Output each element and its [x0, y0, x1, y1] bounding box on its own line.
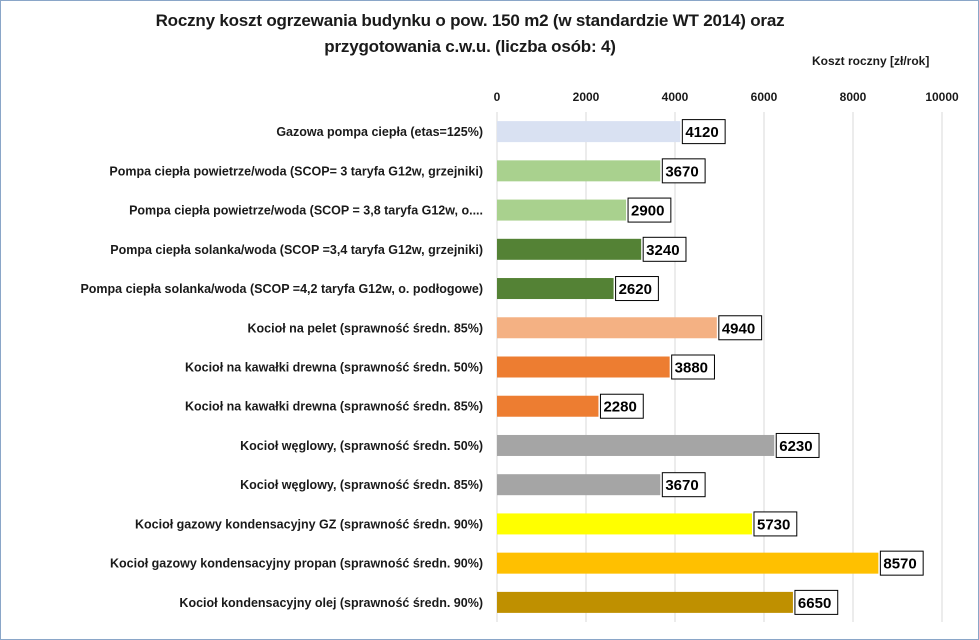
data-label-box	[879, 550, 924, 576]
bar	[497, 552, 879, 574]
bar	[497, 238, 642, 260]
data-label-box	[661, 158, 706, 184]
category-label: Kocioł węglowy, (sprawność średn. 85%)	[240, 478, 483, 492]
bar	[497, 317, 717, 339]
x-tick-label: 4000	[662, 90, 689, 104]
chart-title-line-2: przygotowania c.w.u. (liczba osób: 4)	[324, 37, 616, 56]
category-label: Kocioł na kawałki drewna (sprawność śred…	[185, 361, 483, 375]
data-label-box	[661, 472, 706, 498]
chart-title: Roczny koszt ogrzewania budynku o pow. 1…	[40, 8, 900, 60]
x-tick-label: 8000	[840, 90, 867, 104]
category-label: Kocioł gazowy kondensacyjny propan (spra…	[110, 557, 483, 571]
data-label: 6650	[798, 595, 831, 612]
data-label-box	[753, 511, 798, 537]
data-label-box	[681, 119, 726, 145]
data-label-box	[794, 589, 839, 615]
data-label-box	[642, 236, 687, 262]
bar	[497, 278, 614, 300]
data-label: 3670	[665, 163, 698, 180]
data-label: 6230	[779, 438, 812, 455]
x-tick-label: 6000	[751, 90, 778, 104]
category-label: Kocioł na pelet (sprawność średn. 85%)	[248, 321, 483, 335]
x-tick-label: 10000	[925, 90, 959, 104]
data-label: 3880	[675, 360, 708, 377]
data-label: 2280	[603, 399, 636, 416]
x-tick-label: 2000	[573, 90, 600, 104]
data-label: 3670	[665, 477, 698, 494]
bar	[497, 356, 670, 378]
bar	[497, 434, 775, 456]
category-label: Pompa ciepła powietrze/woda (SCOP = 3,8 …	[129, 204, 483, 218]
bar	[497, 395, 599, 417]
data-label: 4940	[722, 320, 755, 337]
data-label-box	[718, 315, 763, 341]
category-label: Pompa ciepła solanka/woda (SCOP =3,4 tar…	[110, 243, 483, 257]
data-label-box	[599, 393, 644, 419]
category-label: Kocioł gazowy kondensacyjny GZ (sprawnoś…	[135, 517, 483, 531]
category-label: Pompa ciepła solanka/woda (SCOP =4,2 tar…	[80, 282, 483, 296]
bar	[497, 591, 793, 613]
bar	[497, 474, 661, 496]
category-label: Pompa ciepła powietrze/woda (SCOP= 3 tar…	[109, 164, 483, 178]
category-label: Kocioł na kawałki drewna (sprawność śred…	[185, 400, 483, 414]
data-label: 2900	[631, 203, 664, 220]
data-label: 2620	[619, 281, 652, 298]
bar	[497, 199, 627, 221]
data-label: 4120	[685, 124, 718, 141]
data-label-box	[671, 354, 715, 380]
data-label-box	[775, 432, 820, 458]
category-label: Kocioł kondensacyjny olej (sprawność śre…	[179, 596, 483, 610]
data-label-box	[627, 197, 672, 223]
x-tick-label: 0	[494, 90, 501, 104]
chart-title-line-1: Roczny koszt ogrzewania budynku o pow. 1…	[155, 11, 785, 30]
data-label: 8570	[883, 556, 916, 573]
data-label-box	[615, 276, 659, 302]
category-label: Kocioł węglowy, (sprawność średn. 50%)	[240, 439, 483, 453]
bar	[497, 160, 661, 182]
data-label: 5730	[757, 516, 790, 533]
data-label: 3240	[646, 242, 679, 259]
x-axis-label: Koszt roczny [zł/rok]	[812, 54, 930, 68]
category-label: Gazowa pompa ciepła (etas=125%)	[276, 125, 483, 139]
bar	[497, 513, 752, 535]
bar	[497, 121, 681, 143]
